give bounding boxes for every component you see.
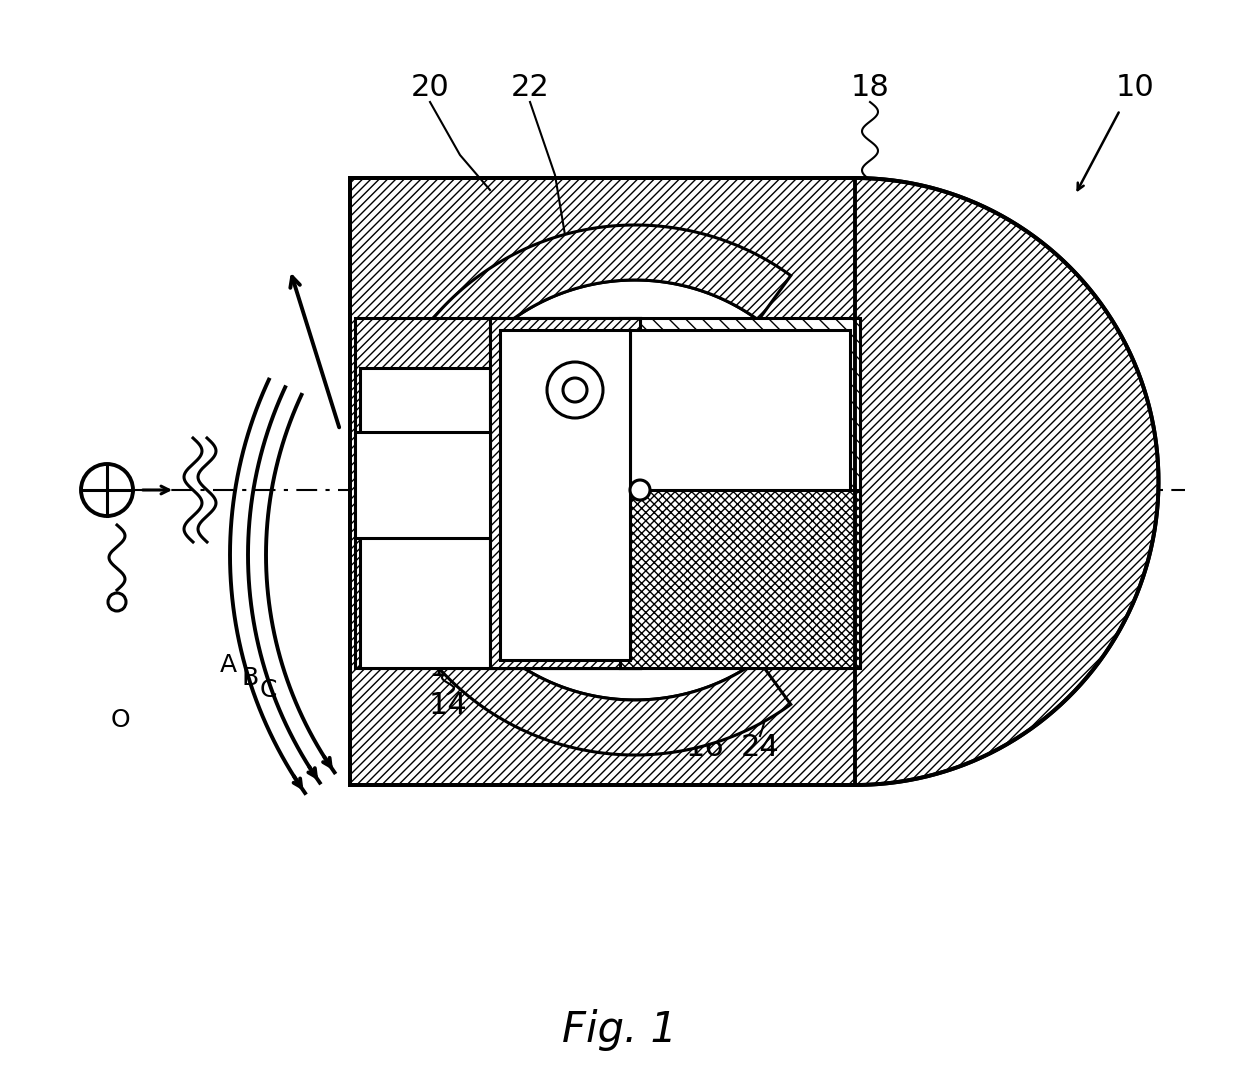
Text: C: C <box>259 678 277 702</box>
Text: O: O <box>110 708 130 732</box>
Bar <box>355 317 640 668</box>
Bar <box>355 432 490 538</box>
Text: 14: 14 <box>429 692 467 720</box>
Bar <box>490 317 640 428</box>
Bar <box>500 329 630 660</box>
Text: 16: 16 <box>686 733 724 763</box>
Bar <box>490 538 640 668</box>
Text: 20: 20 <box>410 73 449 103</box>
Bar <box>630 329 849 660</box>
Bar <box>620 490 861 668</box>
Text: 10: 10 <box>1116 73 1154 103</box>
Circle shape <box>81 464 133 516</box>
Circle shape <box>547 362 603 418</box>
Text: 18: 18 <box>851 73 889 103</box>
Text: Fig. 1: Fig. 1 <box>563 1009 677 1051</box>
Circle shape <box>563 377 587 401</box>
Text: A: A <box>219 654 237 678</box>
Text: B: B <box>242 666 259 690</box>
Bar <box>620 317 861 668</box>
Text: 12: 12 <box>429 654 467 683</box>
Bar <box>490 317 640 668</box>
Bar <box>360 368 640 668</box>
Polygon shape <box>350 178 1158 786</box>
Text: 22: 22 <box>511 73 549 103</box>
Circle shape <box>630 480 650 500</box>
Circle shape <box>108 594 126 611</box>
Polygon shape <box>370 225 791 755</box>
Text: 24: 24 <box>740 733 780 763</box>
Polygon shape <box>425 280 759 700</box>
